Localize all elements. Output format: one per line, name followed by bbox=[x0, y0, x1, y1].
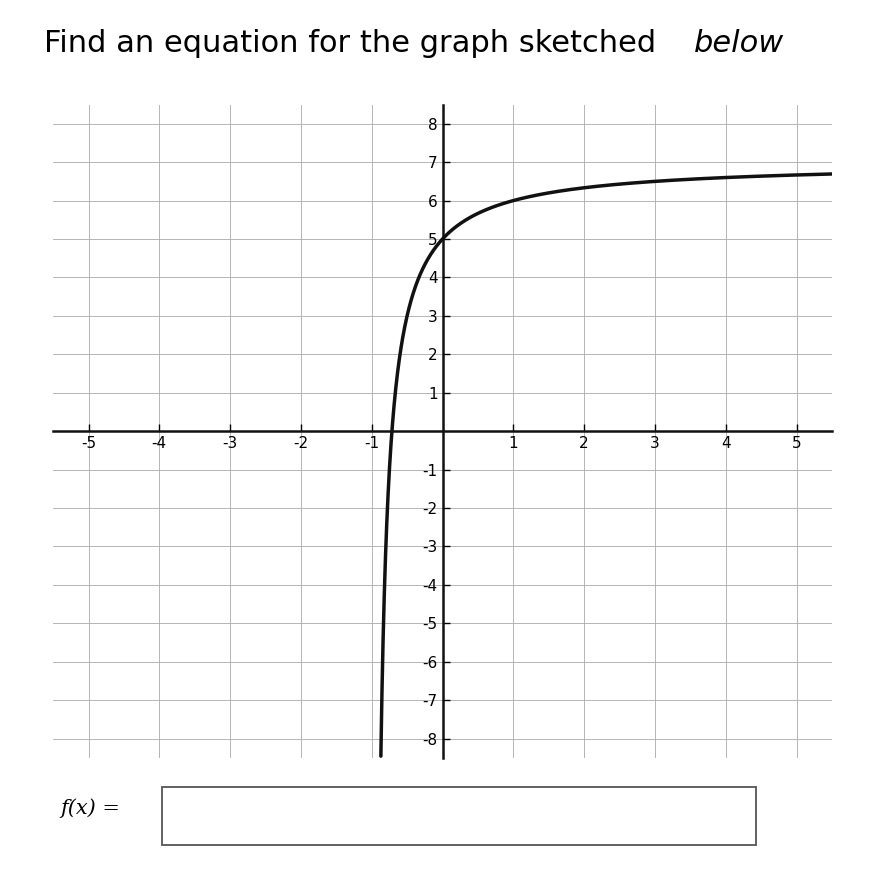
Text: f(x) =: f(x) = bbox=[60, 799, 119, 818]
Text: below: below bbox=[694, 29, 784, 58]
FancyBboxPatch shape bbox=[162, 787, 756, 846]
Text: Find an equation for the graph sketched: Find an equation for the graph sketched bbox=[44, 29, 666, 58]
